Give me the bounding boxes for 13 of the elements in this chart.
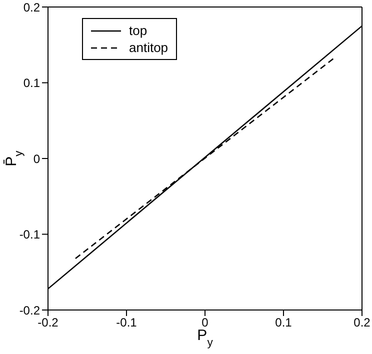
x-tick-label: 0 — [202, 316, 209, 330]
y-tick-label: 0.1 — [23, 76, 40, 90]
y-tick-label: 0 — [33, 152, 40, 166]
y-tick-label: -0.1 — [19, 228, 40, 242]
legend-label: top — [129, 22, 148, 39]
x-tick-label: 0.2 — [354, 316, 371, 330]
x-tick-label: 0.1 — [275, 316, 292, 330]
y-tick-label: -0.2 — [19, 303, 40, 318]
x-tick-label: -0.2 — [38, 316, 59, 330]
x-tick-label: -0.1 — [116, 316, 138, 330]
legend-label: antitop — [129, 39, 168, 56]
y-tick-label: 0.2 — [23, 0, 40, 14]
x-axis-title: P$_{y}$ — [197, 327, 214, 349]
